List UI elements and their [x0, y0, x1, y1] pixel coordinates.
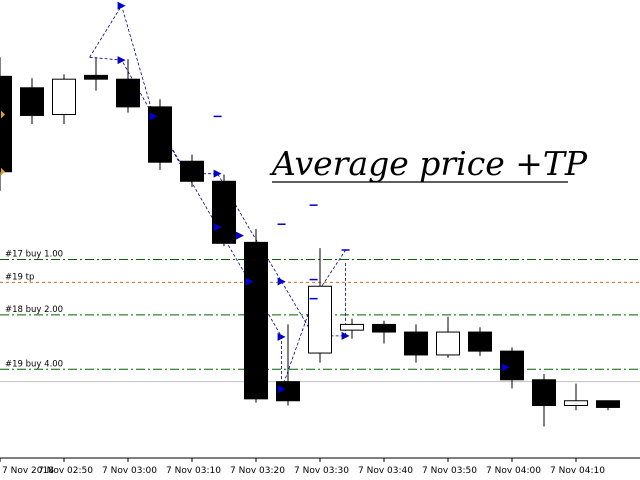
- axis-tick-label-6: 7 Nov 03:40: [358, 466, 413, 476]
- trade-arrow-4: [213, 223, 222, 232]
- candles: [0, 57, 620, 427]
- trade-line-0: [89, 4, 346, 390]
- axis-tick-label-5: 7 Nov 03:30: [294, 466, 349, 476]
- candle-body-0: [0, 75, 12, 173]
- level-label-1: #19 tp: [5, 272, 34, 282]
- level-label-2: #18 buy 2.00: [5, 305, 63, 315]
- axis-tick-label-2: 7 Nov 03:00: [102, 466, 157, 476]
- candle-body-16: [500, 350, 524, 381]
- order-marker-1: [1, 167, 5, 176]
- candle-body-18: [564, 400, 588, 407]
- chart-title: Average price +TP: [269, 144, 588, 183]
- trade-arrow-0: [117, 1, 126, 10]
- candle-body-2: [52, 78, 76, 115]
- candle-body-6: [180, 160, 204, 182]
- candle-body-1: [20, 87, 44, 116]
- trade-arrow-3: [213, 169, 222, 178]
- axis-tick-label-4: 7 Nov 03:20: [230, 466, 285, 476]
- trade-arrow-10: [341, 331, 350, 340]
- trade-arrow-5: [236, 231, 244, 240]
- candle-body-4: [116, 78, 140, 108]
- axis-tick-label-1: 7 Nov 02:50: [38, 466, 93, 476]
- candle-body-11: [340, 323, 364, 331]
- trade-arrow-9: [277, 385, 286, 394]
- trade-arrow-6: [245, 277, 254, 286]
- axis-tick-label-0: 7 Nov 2018: [2, 466, 54, 476]
- order-marker-0: [1, 110, 5, 119]
- axis-tick-label-9: 7 Nov 04:10: [550, 466, 605, 476]
- candle-body-7: [212, 180, 236, 244]
- trade-arrow-1: [117, 56, 126, 65]
- axis-tick-label-3: 7 Nov 03:10: [166, 466, 221, 476]
- axis-tick-label-8: 7 Nov 04:00: [486, 466, 541, 476]
- candle-body-5: [148, 106, 172, 163]
- trade-arrow-8: [277, 332, 286, 341]
- trade-line-1: [89, 56, 346, 337]
- candle-body-14: [436, 331, 460, 356]
- trade-lines: [89, 4, 347, 390]
- level-label-3: #19 buy 4.00: [5, 359, 63, 369]
- trade-arrow-7: [277, 277, 286, 286]
- trade-arrow-11: [501, 363, 510, 372]
- candle-body-10: [308, 285, 332, 354]
- candle-body-3: [84, 74, 108, 80]
- candle-body-9: [276, 381, 300, 402]
- candle-body-15: [468, 331, 492, 352]
- level-label-0: #17 buy 1.00: [5, 250, 63, 260]
- candle-body-13: [404, 331, 428, 356]
- trade-arrow-2: [149, 112, 158, 121]
- candle-body-8: [244, 241, 268, 400]
- axis-tick-label-7: 7 Nov 03:50: [422, 466, 477, 476]
- trade-marks: [1, 1, 510, 394]
- candle-body-19: [596, 400, 620, 408]
- candle-body-17: [532, 379, 556, 407]
- candle-body-12: [372, 323, 396, 333]
